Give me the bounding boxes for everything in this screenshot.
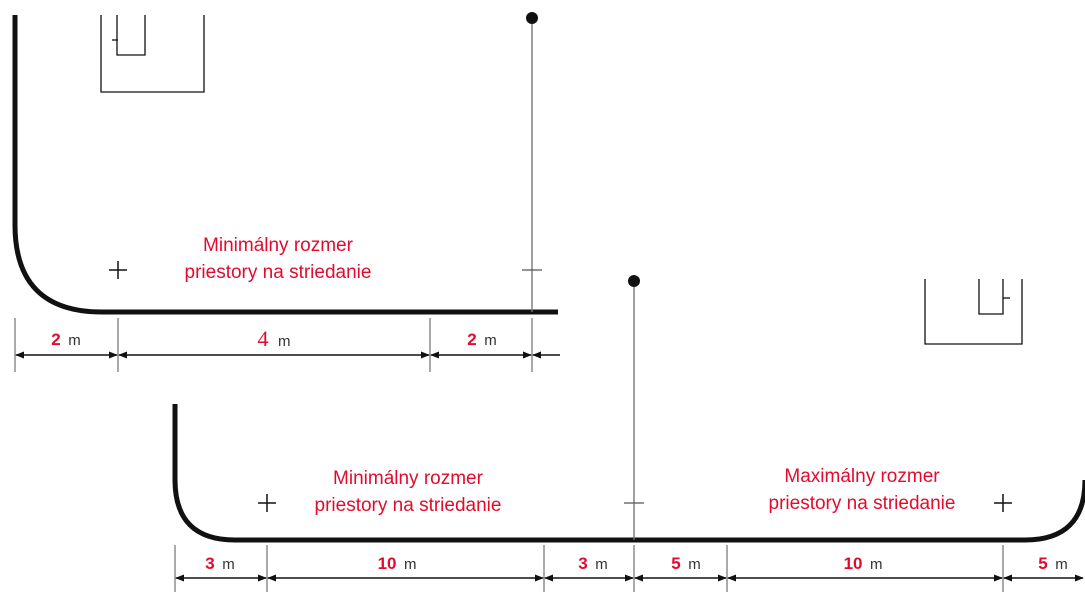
top-dim-1: 2 m (51, 330, 80, 349)
bottom-max-label-line1: Maximálny rozmer (784, 466, 940, 487)
bottom-dim-6: 5 m (1038, 554, 1067, 573)
top-center-pin (526, 12, 538, 24)
bottom-max-zone-marker (994, 494, 1012, 512)
bottom-dim-3: 3 m (578, 554, 607, 573)
bottom-min-label-line1: Minimálny rozmer (333, 468, 484, 489)
bottom-min-label-line2: priestory na striedanie (315, 495, 502, 516)
top-dim-2: 4 m (258, 326, 291, 351)
top-dimension-ticks (14, 318, 533, 372)
top-goal-net (100, 15, 205, 93)
bottom-max-label-line2: priestory na striedanie (769, 493, 956, 514)
bottom-dim-5: 10 m (844, 554, 883, 573)
bottom-diagram: Minimálny rozmer priestory na striedanie… (172, 275, 1085, 592)
top-dim-3: 2 m (467, 330, 496, 349)
top-zone-label-line2: priestory na striedanie (185, 262, 372, 283)
bottom-rink-boundary (172, 404, 1085, 543)
top-zone-marker (109, 261, 127, 279)
bottom-center-pin (628, 275, 640, 287)
bottom-goal-net (924, 279, 1023, 345)
top-rink-boundary (12, 15, 558, 315)
top-diagram: Minimálny rozmer priestory na striedanie… (12, 12, 560, 372)
bottom-dim-2: 10 m (378, 554, 417, 573)
bottom-dimension-ticks (174, 545, 1004, 592)
bottom-dim-4: 5 m (671, 554, 700, 573)
bottom-dim-1: 3 m (205, 554, 234, 573)
top-zone-label-line1: Minimálny rozmer (203, 235, 354, 256)
bottom-min-zone-marker (258, 494, 276, 512)
